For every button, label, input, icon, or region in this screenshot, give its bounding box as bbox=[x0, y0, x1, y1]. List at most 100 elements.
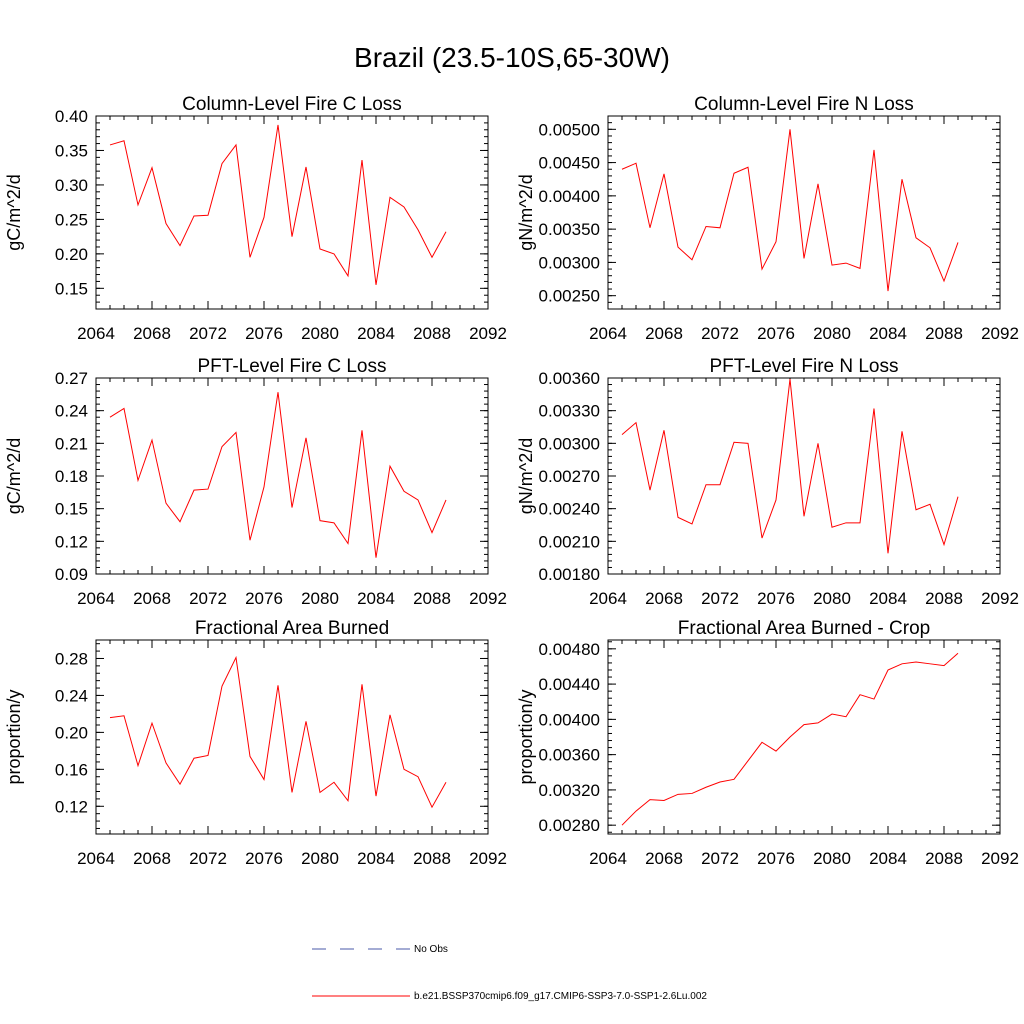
x-tick-label: 2072 bbox=[189, 324, 227, 343]
plot-frame bbox=[607, 377, 1001, 575]
x-tick-label: 2068 bbox=[645, 324, 683, 343]
legend: No Obs b.e21.BSSP370cmip6.f09_g17.CMIP6-… bbox=[312, 944, 707, 1002]
y-tick-label: 0.24 bbox=[55, 686, 88, 705]
x-tick-label: 2072 bbox=[189, 589, 227, 608]
x-tick-label: 2064 bbox=[77, 324, 115, 343]
x-tick-label: 2076 bbox=[245, 849, 283, 868]
panels: Column-Level Fire C Loss gC/m^2/d 2064 2068… bbox=[4, 94, 1019, 868]
panel-title: Fractional Area Burned bbox=[195, 618, 389, 639]
y-tick-label: 0.12 bbox=[55, 797, 88, 816]
y-tick-label: 0.35 bbox=[55, 141, 88, 160]
x-tick-label: 2076 bbox=[245, 324, 283, 343]
y-tick-label: 0.00250 bbox=[539, 287, 600, 306]
panel-5: Fractional Area Burned proportion/y 2064 20… bbox=[4, 618, 507, 868]
plot-frame bbox=[95, 115, 489, 310]
x-tick-label: 2088 bbox=[925, 589, 963, 608]
x-tick-label: 2092 bbox=[981, 589, 1019, 608]
x-tick-label: 2080 bbox=[813, 849, 851, 868]
legend-label-no-obs: No Obs bbox=[414, 944, 448, 955]
y-tick-label: 0.00480 bbox=[539, 640, 600, 659]
y-tick-label: 0.20 bbox=[55, 245, 88, 264]
series-line bbox=[621, 379, 959, 554]
y-tick-label: 0.00240 bbox=[539, 500, 600, 519]
y-tick-label: 0.24 bbox=[55, 402, 88, 421]
y-tick-label: 0.28 bbox=[55, 649, 88, 668]
y-tick-label: 0.00350 bbox=[539, 220, 600, 239]
y-tick-label: 0.00360 bbox=[539, 369, 600, 388]
x-tick-label: 2088 bbox=[413, 849, 451, 868]
plot-frame bbox=[95, 377, 489, 575]
panel-title: PFT-Level Fire N Loss bbox=[710, 356, 899, 377]
y-tick-label: 0.30 bbox=[55, 176, 88, 195]
series-line bbox=[109, 392, 447, 558]
x-tick-label: 2088 bbox=[413, 589, 451, 608]
panel-2: Column-Level Fire N Loss gN/m^2/d 2064 2068… bbox=[516, 94, 1019, 343]
figure-title: Brazil (23.5-10S,65-30W) bbox=[354, 42, 670, 73]
x-tick-label: 2072 bbox=[701, 589, 739, 608]
y-tick-label: 0.00330 bbox=[539, 402, 600, 421]
y-tick-label: 0.00360 bbox=[539, 746, 600, 765]
plot-frame bbox=[607, 115, 1001, 310]
x-tick-label: 2068 bbox=[645, 849, 683, 868]
panel-6: Fractional Area Burned - Crop proportion/… bbox=[516, 618, 1019, 868]
y-tick-label: 0.00440 bbox=[539, 675, 600, 694]
panel-4: PFT-Level Fire N Loss gN/m^2/d 2064 2068 207… bbox=[516, 356, 1019, 608]
panel-title: Column-Level Fire N Loss bbox=[694, 94, 914, 115]
y-tick-label: 0.00270 bbox=[539, 467, 600, 486]
y-tick-label: 0.25 bbox=[55, 210, 88, 229]
x-tick-label: 2080 bbox=[301, 849, 339, 868]
x-tick-label: 2092 bbox=[469, 589, 507, 608]
x-tick-label: 2092 bbox=[469, 324, 507, 343]
panel-title: Fractional Area Burned - Crop bbox=[678, 618, 930, 639]
y-tick-label: 0.21 bbox=[55, 434, 88, 453]
x-tick-label: 2076 bbox=[757, 589, 795, 608]
x-tick-label: 2064 bbox=[77, 849, 115, 868]
y-axis-label: gC/m^2/d bbox=[4, 174, 24, 250]
x-tick-label: 2072 bbox=[189, 849, 227, 868]
x-tick-label: 2084 bbox=[869, 849, 907, 868]
y-axis-label: proportion/y bbox=[4, 689, 24, 784]
panel-title: Column-Level Fire C Loss bbox=[182, 94, 402, 115]
y-tick-label: 0.00300 bbox=[539, 434, 600, 453]
series-line bbox=[621, 652, 959, 826]
x-tick-label: 2084 bbox=[869, 589, 907, 608]
x-tick-label: 2084 bbox=[357, 849, 395, 868]
x-tick-label: 2084 bbox=[869, 324, 907, 343]
x-tick-label: 2068 bbox=[133, 589, 171, 608]
y-tick-label: 0.00400 bbox=[539, 710, 600, 729]
x-tick-label: 2084 bbox=[357, 589, 395, 608]
x-tick-label: 2068 bbox=[133, 324, 171, 343]
x-tick-label: 2092 bbox=[981, 324, 1019, 343]
y-tick-label: 0.20 bbox=[55, 723, 88, 742]
x-tick-label: 2076 bbox=[757, 324, 795, 343]
y-axis-label: gC/m^2/d bbox=[4, 438, 24, 514]
x-tick-label: 2068 bbox=[645, 589, 683, 608]
x-tick-label: 2092 bbox=[981, 849, 1019, 868]
y-tick-label: 0.00180 bbox=[539, 565, 600, 584]
series-line bbox=[109, 655, 447, 809]
y-tick-label: 0.00400 bbox=[539, 187, 600, 206]
x-tick-label: 2080 bbox=[813, 324, 851, 343]
x-tick-label: 2088 bbox=[925, 849, 963, 868]
panel-3: PFT-Level Fire C Loss gC/m^2/d 2064 2068 207… bbox=[4, 356, 507, 608]
y-tick-label: 0.16 bbox=[55, 760, 88, 779]
x-tick-label: 2076 bbox=[245, 589, 283, 608]
series-line bbox=[109, 124, 447, 285]
y-tick-label: 0.18 bbox=[55, 467, 88, 486]
y-tick-label: 0.12 bbox=[55, 532, 88, 551]
x-tick-label: 2064 bbox=[77, 589, 115, 608]
x-tick-label: 2088 bbox=[925, 324, 963, 343]
plot-frame bbox=[95, 639, 489, 835]
y-tick-label: 0.00210 bbox=[539, 532, 600, 551]
x-tick-label: 2076 bbox=[757, 849, 795, 868]
y-tick-label: 0.15 bbox=[55, 279, 88, 298]
y-tick-label: 0.00450 bbox=[539, 154, 600, 173]
x-tick-label: 2092 bbox=[469, 849, 507, 868]
y-tick-label: 0.00320 bbox=[539, 781, 600, 800]
y-tick-label: 0.00280 bbox=[539, 816, 600, 835]
legend-label-simulation: b.e21.BSSP370cmip6.f09_g17.CMIP6-SSP3-7.… bbox=[414, 991, 707, 1002]
x-tick-label: 2064 bbox=[589, 849, 627, 868]
panel-1: Column-Level Fire C Loss gC/m^2/d 2064 2068… bbox=[4, 94, 507, 343]
y-axis-label: gN/m^2/d bbox=[516, 438, 536, 514]
x-tick-label: 2084 bbox=[357, 324, 395, 343]
